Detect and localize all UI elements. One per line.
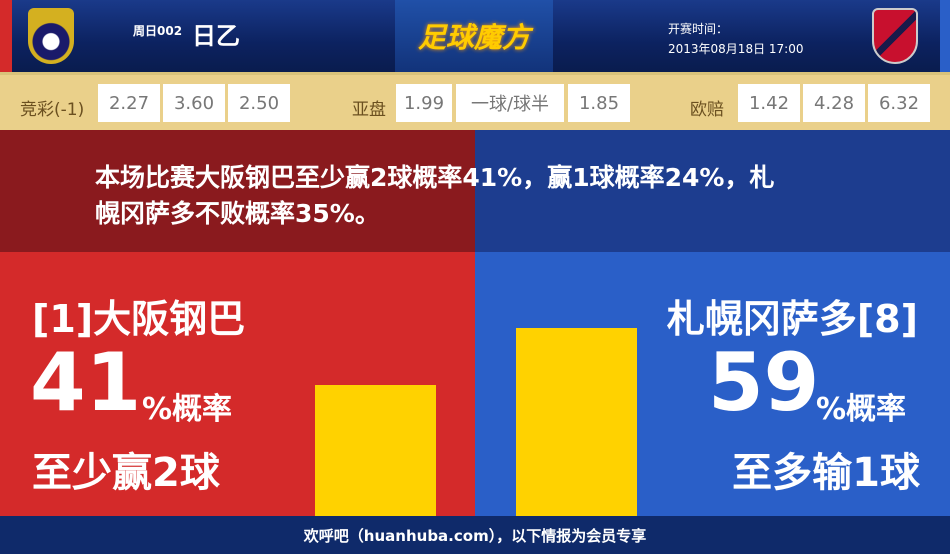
odds-cell: 4.28	[803, 84, 865, 122]
home-percent-suffix: %概率	[142, 392, 233, 427]
odds-cell: 2.27	[98, 84, 160, 122]
home-probability-bar	[315, 385, 436, 516]
brand-logo: 足球魔方	[395, 0, 553, 72]
euro-label: 欧赔	[690, 100, 724, 120]
footer-notice[interactable]: 欢呼吧（huanhuba.com），以下情报为会员专享	[0, 516, 950, 554]
home-team-name: [1]大阪钢巴	[32, 297, 246, 341]
jingcai-label: 竞彩(-1)	[20, 100, 85, 120]
odds-cell: 一球/球半	[456, 84, 564, 122]
asian-label: 亚盘	[352, 100, 386, 120]
summary-banner-away	[475, 130, 950, 252]
home-outcome: 至少赢2球	[32, 450, 220, 496]
away-probability-bar	[516, 328, 637, 516]
away-team-logo	[872, 8, 918, 64]
away-percent: 59	[708, 336, 820, 429]
home-team-logo	[28, 8, 74, 64]
away-percent-suffix: %概率	[816, 392, 907, 427]
home-color-stripe	[0, 0, 12, 72]
kickoff-time: 2013年08月18日 17:00	[668, 42, 804, 56]
away-outcome: 至多输1球	[732, 450, 920, 496]
odds-cell: 1.85	[568, 84, 630, 122]
away-color-stripe	[940, 0, 950, 72]
odds-cell: 1.99	[396, 84, 452, 122]
odds-cell: 1.42	[738, 84, 800, 122]
match-number: 周日002	[133, 24, 183, 38]
prediction-summary: 本场比赛大阪钢巴至少赢2球概率41%，赢1球概率24%，札幌冈萨多不败概率35%…	[95, 163, 775, 228]
away-team-name: 札幌冈萨多[8]	[666, 297, 918, 341]
kickoff-label: 开赛时间：	[668, 22, 729, 36]
odds-cell: 2.50	[228, 84, 290, 122]
home-percent: 41	[30, 336, 142, 429]
league-name: 日乙	[192, 22, 240, 50]
odds-bar: 竞彩(-1) 2.27 3.60 2.50 亚盘 1.99 一球/球半 1.85…	[0, 72, 950, 130]
summary-banner-home	[0, 130, 475, 252]
odds-cell: 3.60	[163, 84, 225, 122]
odds-cell: 6.32	[868, 84, 930, 122]
